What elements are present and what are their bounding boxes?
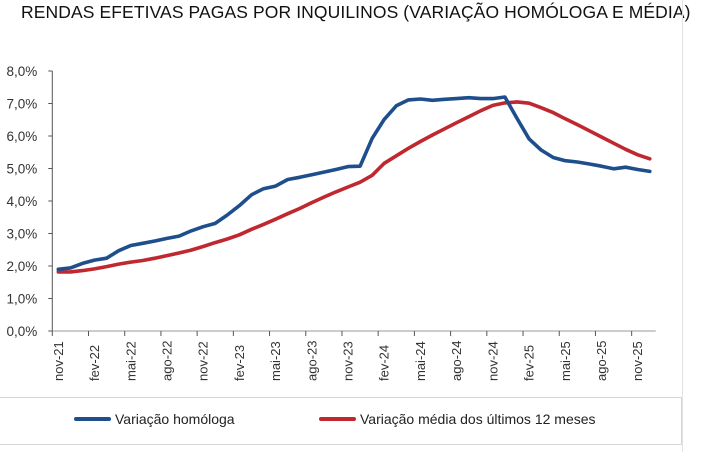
y-tick-label: 3,0% [7,227,38,242]
x-tick-label: ago-25 [594,341,609,381]
line-chart: 0,0% 1,0% 2,0% 3,0% 4,0% 5,0% 6,0% 7,0% 8,0% nov-… [7,64,656,381]
series-line-variacao-media [56,100,652,274]
y-tick-label: 7,0% [7,97,38,112]
series-line-variacao-homologa [56,95,652,272]
x-tick-label: ago-24 [449,341,464,381]
x-tick-label: nov-25 [630,341,645,381]
y-tick-label: 5,0% [7,162,38,177]
x-tick-label: mai-24 [413,341,428,381]
x-tick-label: nov-22 [196,341,211,381]
x-tick-label: mai-23 [268,341,283,381]
x-tick-label: fev-24 [377,345,392,381]
legend-label: Variação homóloga [115,411,235,427]
x-tick-label: fev-23 [232,345,247,381]
legend-item-variacao-media: Variação média dos últimos 12 meses [319,411,596,427]
y-tick-label: 4,0% [7,194,38,209]
x-tick-label: mai-22 [123,341,138,381]
y-tick-label: 6,0% [7,129,38,144]
legend: Variação homóloga Variação média dos últ… [0,397,682,445]
y-tick-label: 2,0% [7,259,38,274]
x-tick-label: nov-21 [51,341,66,381]
legend-item-variacao-homologa: Variação homóloga [74,411,235,427]
x-tick-label: ago-22 [159,341,174,381]
chart-border [682,0,683,452]
legend-swatch-red [319,417,356,421]
y-tick-label: 0,0% [7,324,38,339]
y-tick-label: 8,0% [7,64,38,79]
legend-swatch-blue [74,417,111,421]
x-tick-label: nov-23 [341,341,356,381]
x-tick-label: fev-25 [522,345,537,381]
legend-label: Variação média dos últimos 12 meses [360,411,596,427]
y-tick-label: 1,0% [7,292,38,307]
x-tick-label: fev-22 [87,345,102,381]
chart-title: RENDAS EFETIVAS PAGAS POR INQUILINOS (VA… [21,2,691,22]
x-tick-label: nov-24 [485,341,500,381]
x-tick-label: mai-25 [558,341,573,381]
x-tick-label: ago-23 [304,341,319,381]
